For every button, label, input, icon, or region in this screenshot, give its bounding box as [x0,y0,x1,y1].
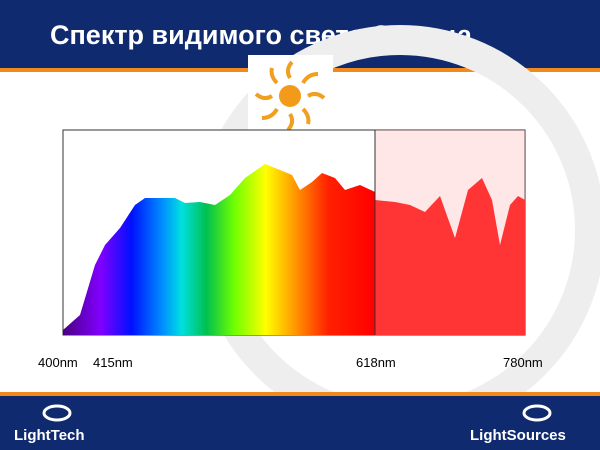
sun-icon [254,60,326,132]
ir-overlay [375,130,525,335]
wavelength-label: 780nm [503,355,543,370]
footer-stripe [0,392,600,396]
wavelength-label: 400nm [38,355,78,370]
wavelength-label: 415nm [93,355,133,370]
footer-band [0,396,600,450]
logo-text: LightTech [14,427,85,444]
ir-spectrum [375,178,525,335]
wavelength-label: 618nm [356,355,396,370]
logo-text: LightSources [470,427,566,444]
logo-icon [522,404,552,422]
visible-spectrum [63,164,375,335]
logo-icon [42,404,72,422]
